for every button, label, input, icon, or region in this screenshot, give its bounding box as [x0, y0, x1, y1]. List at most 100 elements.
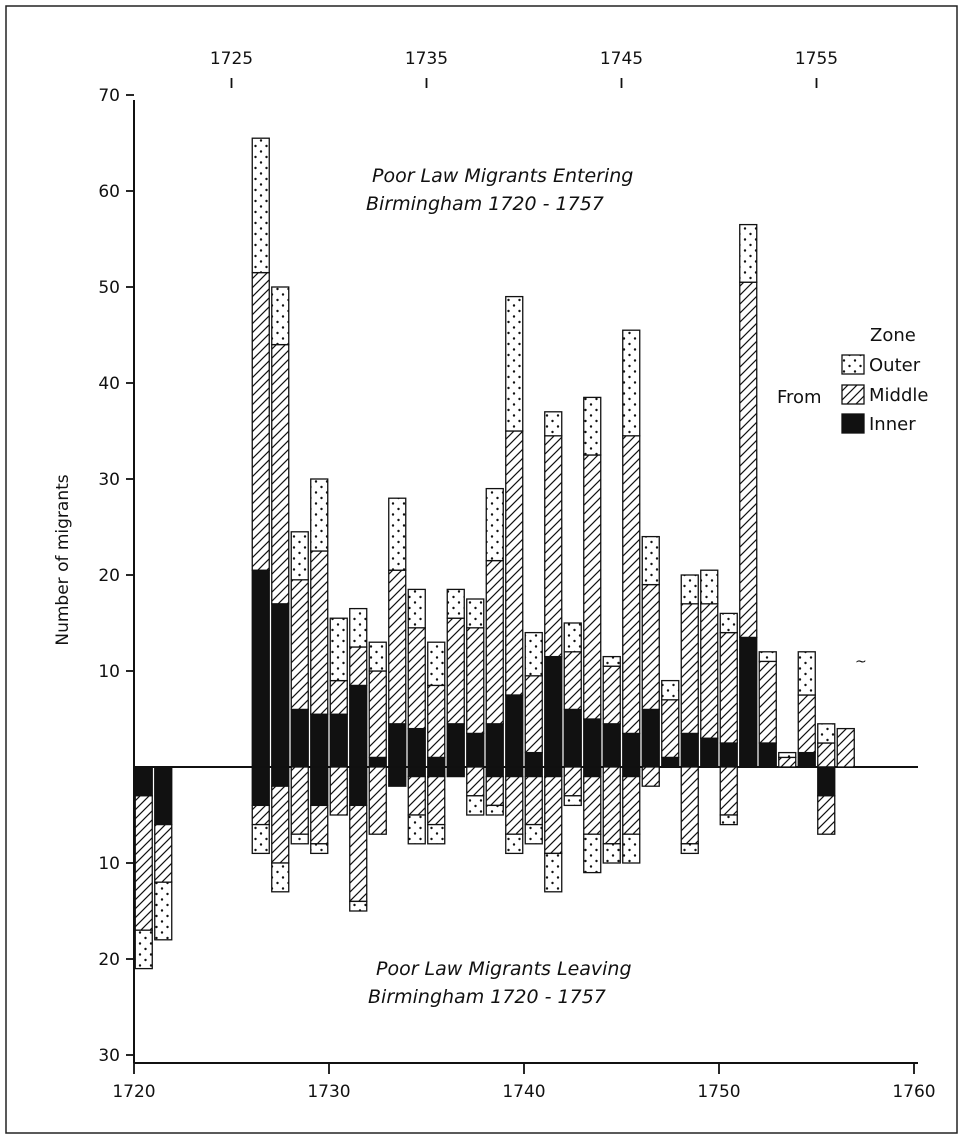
- leaving-bar-outer: [524, 823, 543, 845]
- leaving-bar-inner: [251, 766, 270, 807]
- entering-bar-middle: [563, 651, 582, 711]
- entering-bar-outer: [349, 607, 368, 648]
- entering-bar-inner: [446, 723, 465, 768]
- leaving-bar-middle: [466, 766, 485, 797]
- leaving-bar-inner: [583, 766, 602, 778]
- entering-bar-inner: [368, 756, 387, 768]
- leaving-bar-middle: [368, 766, 387, 835]
- entering-bar-inner: [271, 603, 290, 768]
- leaving-bar-middle: [329, 766, 348, 816]
- entering-bar-inner: [661, 756, 680, 768]
- entering-bar-middle: [466, 627, 485, 735]
- entering-bar-middle: [427, 684, 446, 759]
- y-tick-label-down: 10: [98, 854, 120, 874]
- leaving-bar-inner: [446, 766, 465, 778]
- leaving-bar-outer: [407, 814, 426, 845]
- entering-bar-middle: [758, 660, 777, 744]
- entering-bar-outer: [368, 641, 387, 672]
- entering-bar-middle: [349, 646, 368, 687]
- leaving-bar-outer: [622, 833, 641, 864]
- entering-bar-inner: [758, 742, 777, 768]
- entering-bar-outer: [622, 329, 641, 437]
- entering-bar-outer: [719, 612, 738, 634]
- entering-bar-middle: [505, 430, 524, 696]
- leaving-bar-inner: [154, 766, 173, 826]
- entering-bar-outer: [388, 497, 407, 571]
- leaving-bar-inner: [505, 766, 524, 778]
- leaving-bar-inner: [427, 766, 446, 778]
- legend-swatch-outer: [841, 354, 865, 375]
- entering-bar-inner: [251, 569, 270, 768]
- entering-bar-inner: [739, 636, 758, 768]
- y-tick-label-up: 70: [98, 86, 120, 106]
- leaving-bar-outer: [134, 929, 153, 970]
- leaving-bar-middle: [641, 766, 660, 787]
- leaving-bar-inner: [524, 766, 543, 778]
- leaving-bar-middle: [505, 775, 524, 835]
- entering-bar-outer: [310, 478, 329, 552]
- x-tick-label-top: 1745: [600, 49, 643, 69]
- x-tick-label-top: 1755: [795, 49, 838, 69]
- entering-bar-inner: [427, 756, 446, 768]
- leaving-bar-inner: [817, 766, 836, 797]
- entering-bar-inner: [485, 723, 504, 768]
- leaving-bar-inner: [134, 766, 153, 797]
- entering-bar-middle: [680, 603, 699, 735]
- entering-bar-middle: [290, 579, 309, 711]
- leaving-bar-middle: [544, 775, 563, 855]
- figure-border: [5, 5, 958, 1134]
- entering-bar-inner: [700, 737, 719, 768]
- x-tick-label-bottom: 1760: [892, 1082, 935, 1102]
- x-tick-label-bottom: 1720: [112, 1082, 155, 1102]
- entering-bar-inner: [719, 742, 738, 768]
- bars-group: [134, 137, 855, 970]
- leaving-bar-outer: [251, 823, 270, 855]
- entering-bar-inner: [407, 727, 426, 768]
- entering-bar-inner: [602, 723, 621, 768]
- y-tick-label-up: 60: [98, 182, 120, 202]
- legend-label-middle: Middle: [869, 385, 928, 406]
- entering-bar-outer: [407, 588, 426, 629]
- entering-bar-middle: [778, 756, 797, 768]
- legend-title: Zone: [870, 325, 916, 346]
- leaving-bar-middle: [524, 775, 543, 826]
- y-tick-label-up: 50: [98, 278, 120, 298]
- y-tick-label-down: 20: [98, 950, 120, 970]
- entering-bar-outer: [563, 622, 582, 653]
- entering-bar-outer: [797, 651, 816, 696]
- leaving-bar-outer: [271, 862, 290, 893]
- leaving-bar-outer: [349, 900, 368, 912]
- entering-bar-outer: [271, 286, 290, 346]
- entering-bar-middle: [271, 343, 290, 605]
- leaving-bar-middle: [251, 804, 270, 826]
- entering-bar-middle: [524, 675, 543, 754]
- legend-label-inner: Inner: [869, 414, 916, 435]
- entering-bar-inner: [544, 655, 563, 768]
- entering-bar-middle: [329, 679, 348, 715]
- entering-bar-outer: [739, 223, 758, 283]
- entering-bar-middle: [485, 559, 504, 725]
- x-tick-label-top: 1725: [210, 49, 253, 69]
- entering-bar-outer: [485, 487, 504, 562]
- entering-bar-inner: [680, 732, 699, 768]
- leaving-bar-outer: [427, 823, 446, 845]
- entering-bar-middle: [310, 550, 329, 715]
- entering-bar-inner: [641, 708, 660, 768]
- entering-bar-inner: [505, 694, 524, 768]
- leaving-bar-middle: [310, 804, 329, 845]
- entering-bar-inner: [310, 713, 329, 768]
- leaving-bar-inner: [622, 766, 641, 778]
- leaving-bar-middle: [290, 766, 309, 835]
- entering-bar-middle: [817, 742, 836, 768]
- entering-bar-outer: [290, 531, 309, 581]
- leaving-bar-middle: [817, 795, 836, 835]
- y-axis-label: Number of migrants: [53, 474, 73, 645]
- entering-bar-middle: [407, 627, 426, 730]
- leaving-bar-outer: [310, 843, 329, 855]
- entering-bar-outer: [544, 411, 563, 437]
- entering-title-line1: Poor Law Migrants Entering: [372, 165, 633, 187]
- entering-bar-outer: [583, 396, 602, 456]
- x-tick-label-bottom: 1730: [307, 1082, 350, 1102]
